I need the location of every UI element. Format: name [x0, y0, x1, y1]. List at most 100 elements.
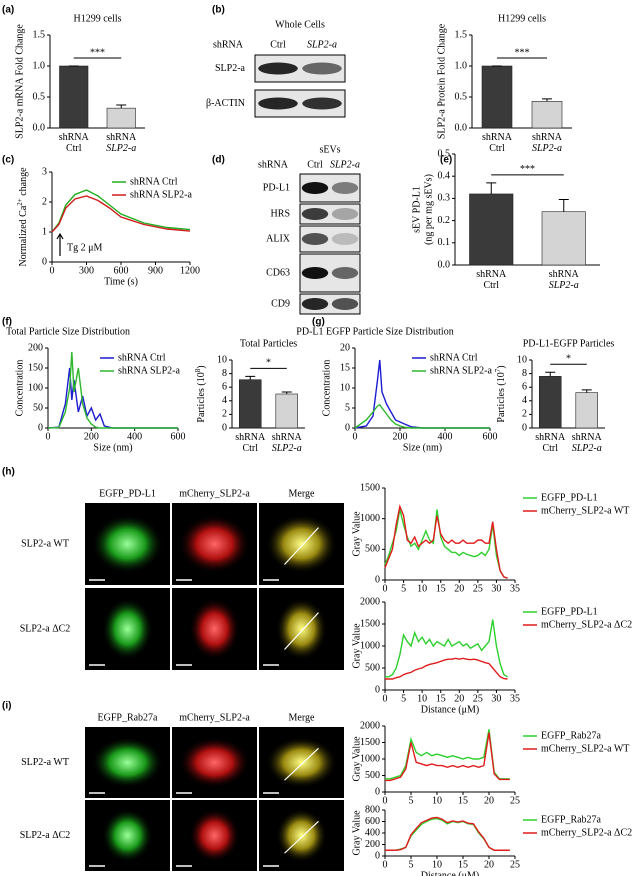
blot-band — [331, 233, 359, 245]
significance: * — [566, 354, 571, 365]
cell — [102, 597, 153, 661]
y-tick-label: 50 — [33, 402, 43, 413]
bar — [469, 193, 514, 266]
y-tick-label: 0 — [222, 422, 227, 433]
cell — [276, 597, 327, 661]
series-line — [354, 403, 490, 429]
panel-label: (f) — [2, 317, 12, 328]
error-bar — [486, 182, 497, 194]
x-tick-label: 35 — [510, 693, 520, 704]
series-line — [384, 503, 508, 579]
x-tick-label: 400 — [438, 431, 453, 442]
bar — [59, 65, 89, 129]
blot-band — [301, 182, 329, 194]
y-tick-label: 0.5 — [438, 148, 451, 159]
y-tick-label: 1000 — [360, 753, 380, 764]
x-tick-label-line: SLP2-a — [532, 143, 562, 154]
x-tick-label: 600 — [483, 431, 498, 442]
x-axis-label: Time (s) — [104, 276, 138, 287]
y-tick-label: 10 — [340, 382, 350, 393]
y-tick-label: 0.0 — [455, 122, 468, 133]
column-header: mCherry_SLP2-a — [179, 712, 250, 723]
y-tick-label: 150 — [28, 362, 43, 373]
y-tick-label: 15 — [340, 362, 350, 373]
x-tick-label: 25 — [473, 693, 483, 704]
panel-label: (i) — [2, 701, 11, 712]
cell — [265, 736, 338, 789]
x-tick-label: shRNA SLP2-a — [532, 132, 563, 154]
series-line — [47, 351, 178, 429]
profile-line — [284, 612, 319, 650]
legend-label: shRNA SLP2-a — [118, 365, 181, 376]
y-tick-label: 2 — [42, 196, 47, 207]
x-tick-label: 20 — [454, 583, 464, 594]
y-tick-label: 100 — [28, 382, 43, 393]
row-label: SLP2-a ΔC2 — [20, 623, 71, 634]
x-tick-label: 10 — [417, 693, 427, 704]
cell — [91, 736, 164, 789]
bar — [106, 107, 136, 129]
panel-label: (g) — [312, 317, 325, 328]
y-tick-label: 5 — [345, 402, 350, 413]
x-tick-label-line: SLP2-a — [572, 443, 602, 454]
y-axis-label: (ng per mg sEVs) — [423, 174, 434, 245]
column-header: EGFP_PD-L1 — [99, 488, 156, 499]
y-tick-label: 0 — [522, 422, 527, 433]
legend-label: mCherry_SLP2-a WT — [541, 743, 629, 754]
cell — [178, 514, 251, 574]
series-line — [47, 367, 178, 429]
y-axis-label-part: ) — [196, 365, 207, 368]
chart-title: Total Particles — [240, 338, 297, 349]
y-tick-label: 10 — [517, 354, 527, 365]
x-tick-label: 0 — [383, 693, 388, 704]
y-tick-label: 400 — [365, 827, 380, 838]
y-tick-label: 6 — [522, 381, 527, 392]
column-header: Merge — [289, 712, 315, 723]
x-tick-label: 200 — [84, 431, 99, 442]
y-tick-label: 1.5 — [33, 29, 46, 40]
significance: *** — [515, 47, 530, 58]
y-tick-label: 0 — [345, 422, 350, 433]
x-tick-label-line: Ctrl — [483, 280, 499, 291]
annotation: Tg 2 μM — [67, 242, 102, 253]
blot-row-label: ALIX — [266, 233, 291, 244]
y-tick-label: 0.0 — [438, 259, 451, 270]
y-tick-label: 4 — [522, 395, 527, 406]
y-axis-label-part: ) — [496, 365, 507, 368]
blot-band — [301, 267, 329, 279]
x-tick-label: 900 — [148, 265, 163, 276]
x-tick-label: 0 — [46, 431, 51, 442]
x-tick-label: 1200 — [180, 265, 200, 276]
cell — [91, 514, 164, 574]
legend-label: mCherry_SLP2-a ΔC2 — [541, 827, 632, 838]
bar — [538, 376, 562, 429]
y-tick-label: 4 — [222, 395, 227, 406]
profile-line — [284, 527, 319, 565]
blot-row-label: PD-L1 — [263, 182, 290, 193]
y-tick-label: 10 — [217, 354, 227, 365]
significance: *** — [520, 164, 535, 175]
blot-header: Whole Cells — [275, 19, 325, 30]
blot-band — [302, 62, 342, 75]
x-tick-label: shRNA Ctrl — [482, 132, 513, 154]
x-tick-label: shRNA Ctrl — [59, 132, 90, 154]
column-header: EGFP_Rab27a — [98, 712, 159, 723]
y-tick-label: 1000 — [360, 640, 380, 651]
error-bar — [558, 199, 569, 212]
x-tick-label: shRNA Ctrl — [476, 269, 507, 291]
y-tick-label: 0.5 — [455, 91, 468, 102]
x-tick-label: 0 — [50, 265, 55, 276]
x-axis-label: Distance (μM) — [421, 704, 479, 715]
y-tick-label: 8 — [222, 368, 227, 379]
y-tick-label: 2000 — [360, 720, 380, 731]
y-axis-label-part: 7 — [494, 368, 502, 372]
x-tick-label: 15 — [458, 859, 468, 870]
column-header: mCherry_SLP2-a — [179, 488, 250, 499]
y-tick-label: 200 — [365, 839, 380, 850]
legend-label: EGFP_PD-L1 — [541, 492, 598, 503]
y-tick-label: 500 — [365, 544, 380, 555]
x-tick-label-line: shRNA — [482, 132, 513, 143]
x-tick-label: 25 — [510, 795, 520, 806]
y-tick-label: 2 — [222, 409, 227, 420]
